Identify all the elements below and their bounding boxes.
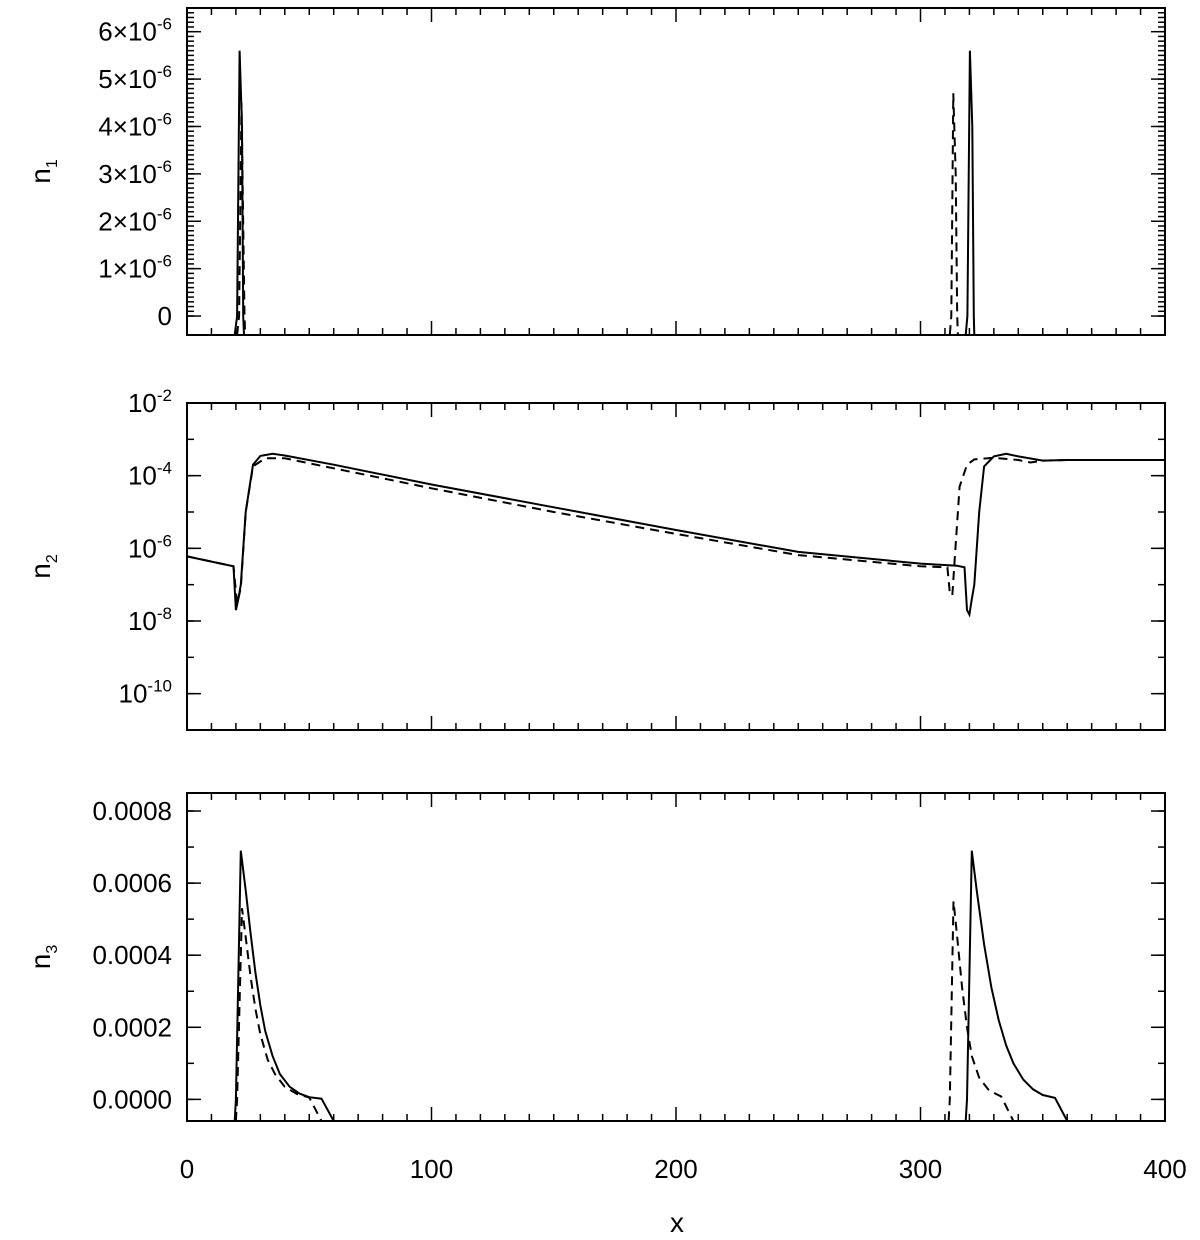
y-tick-label: 0.0008 [92, 796, 172, 826]
x-tick-label: 200 [654, 1154, 697, 1184]
x-axis-tick-labels: 0 100 200 300 400 [180, 1154, 1187, 1184]
y-tick-label: 10-8 [128, 604, 172, 636]
series-line-solid [187, 850, 1165, 1122]
y-tick-label: 0.0004 [92, 940, 172, 970]
panel-n1: 0 1×10-6 2×10-6 3×10-6 4×10-6 5×10-6 6×10-6 n1 [25, 7, 1166, 336]
series-line-dashed [186, 456, 1165, 604]
series-line-dashed [236, 93, 959, 336]
y-tick-label: 10-10 [119, 677, 173, 709]
y-tick-label: 0 [158, 301, 172, 331]
x-tick-label: 300 [899, 1154, 942, 1184]
panel-n3: 0.0000 0.0002 0.0004 0.0006 0.0008 n3 [25, 792, 1166, 1122]
y-tick-label: 2×10-6 [98, 204, 172, 236]
y-axis-title: n2 [25, 554, 61, 579]
y-tick-label: 10-2 [128, 386, 172, 418]
y-tick-label: 5×10-6 [98, 62, 172, 94]
y-tick-label: 10-4 [128, 459, 172, 491]
y-axis-title: n1 [25, 159, 61, 184]
y-tick-label: 10-6 [128, 531, 172, 563]
plot-frame [186, 402, 1166, 731]
x-tick-label: 0 [180, 1154, 194, 1184]
y-tick-label: 0.0002 [92, 1012, 172, 1042]
panel-n2: 10-10 10-8 10-6 10-4 10-2 n2 [25, 386, 1166, 731]
y-tick-label: 6×10-6 [98, 15, 172, 47]
y-tick-label: 4×10-6 [98, 109, 172, 141]
y-tick-label: 0.0006 [92, 868, 172, 898]
x-tick-label: 400 [1143, 1154, 1186, 1184]
plot-frame [186, 7, 1166, 336]
y-axis-title: n3 [25, 945, 61, 970]
series-line-solid [187, 50, 1165, 336]
y-tick-label: 0.0000 [92, 1084, 172, 1114]
y-tick-label: 3×10-6 [98, 157, 172, 189]
y-tick-label: 1×10-6 [98, 252, 172, 284]
series-line-dashed [234, 900, 1015, 1122]
x-axis-title: x [670, 1207, 684, 1238]
x-tick-label: 100 [410, 1154, 453, 1184]
series-line-solid [186, 452, 1165, 618]
